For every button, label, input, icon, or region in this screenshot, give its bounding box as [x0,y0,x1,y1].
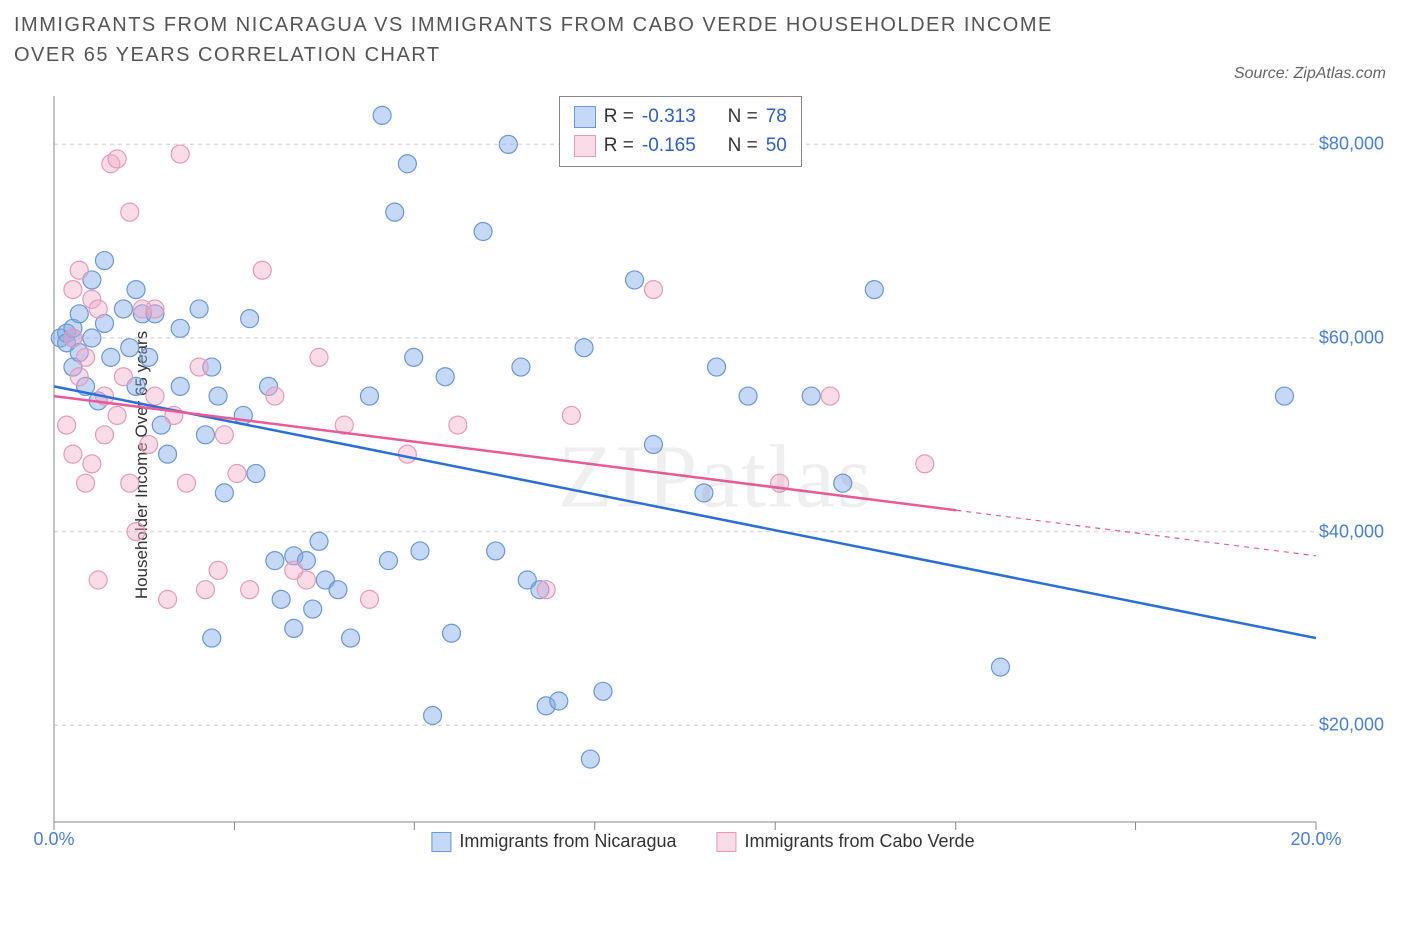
y-tick-label: $80,000 [1319,134,1384,155]
source-attribution: Source: ZipAtlas.com [1234,65,1386,83]
stats-r-label: R = [604,103,634,132]
stats-n-value: 50 [766,132,787,161]
chart-title: IMMIGRANTS FROM NICARAGUA VS IMMIGRANTS … [14,10,1114,70]
stats-n-value: 78 [766,103,787,132]
scatter-chart [46,92,1386,862]
x-tick-label: 20.0% [1290,829,1341,850]
legend-label: Immigrants from Nicaragua [459,831,676,852]
legend-swatch [431,832,451,852]
legend: Immigrants from Nicaragua Immigrants from… [431,831,974,852]
stats-r-value: -0.313 [642,103,696,132]
y-tick-label: $20,000 [1319,715,1384,736]
stats-row: R = -0.313 N = 78 [574,103,787,132]
legend-label: Immigrants from Cabo Verde [744,831,974,852]
stats-n-label: N = [728,103,758,132]
y-tick-label: $60,000 [1319,328,1384,349]
stats-r-label: R = [604,132,634,161]
y-tick-label: $40,000 [1319,521,1384,542]
x-tick-label: 0.0% [33,829,74,850]
legend-item: Immigrants from Cabo Verde [716,831,974,852]
stats-n-label: N = [728,132,758,161]
stats-r-value: -0.165 [642,132,696,161]
chart-container: ZIPatlas R = -0.313 N = 78R = -0.165 N =… [46,92,1386,862]
stats-swatch [574,135,596,157]
correlation-stats-box: R = -0.313 N = 78R = -0.165 N = 50 [559,96,802,167]
legend-item: Immigrants from Nicaragua [431,831,676,852]
stats-swatch [574,106,596,128]
stats-row: R = -0.165 N = 50 [574,132,787,161]
legend-swatch [716,832,736,852]
